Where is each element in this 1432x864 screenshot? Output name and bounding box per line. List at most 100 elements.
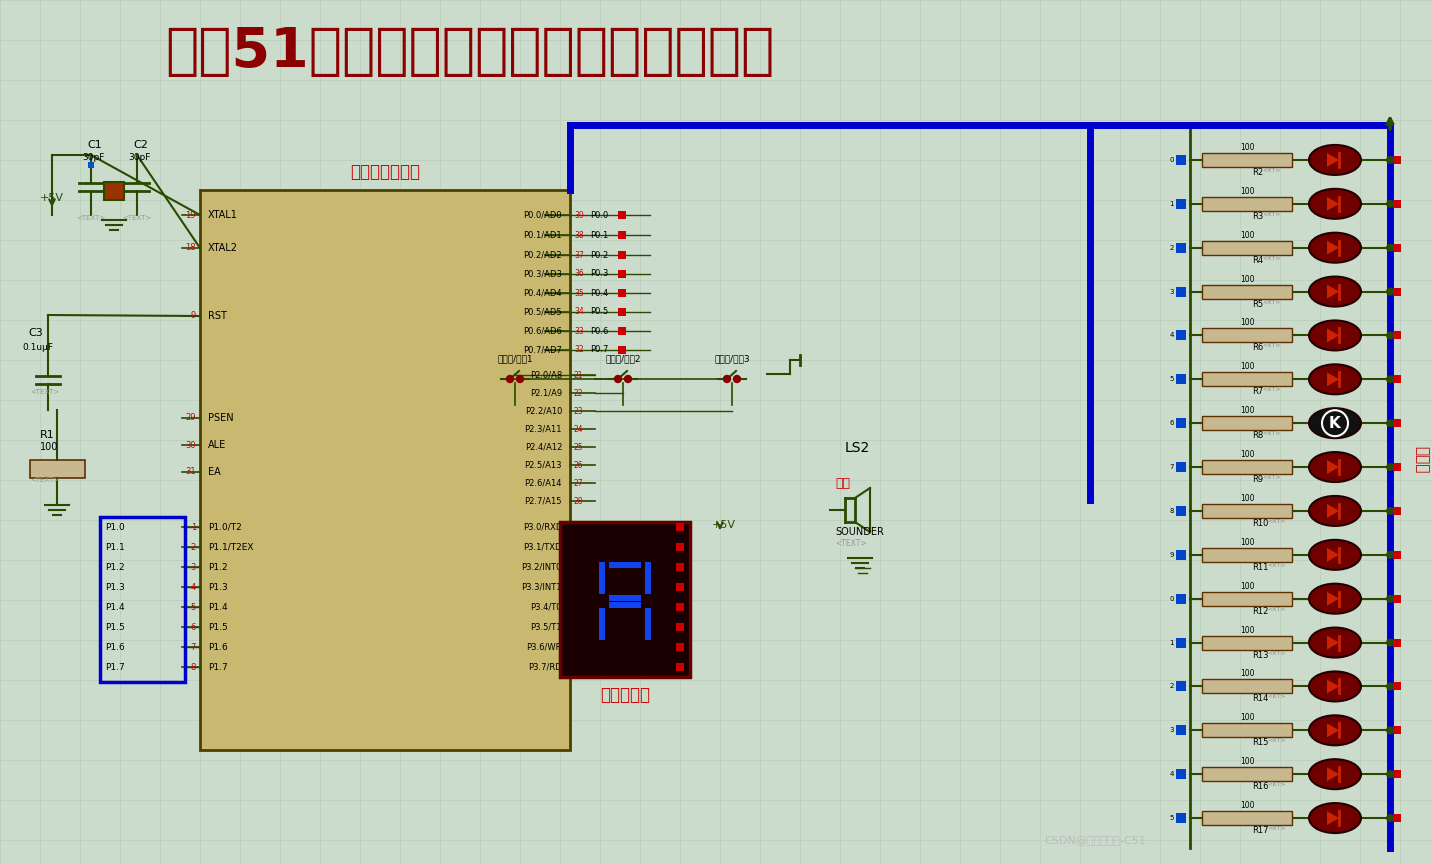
Text: <XT>: <XT> xyxy=(1262,387,1280,392)
Circle shape xyxy=(1386,375,1393,384)
Bar xyxy=(619,270,626,278)
Bar xyxy=(1201,548,1292,562)
Bar xyxy=(1176,462,1186,472)
Text: R3: R3 xyxy=(1252,212,1263,221)
Bar xyxy=(1393,244,1400,251)
Text: P2.5/A13: P2.5/A13 xyxy=(524,461,561,469)
Text: P1.6: P1.6 xyxy=(105,643,125,651)
Bar xyxy=(676,623,684,631)
Polygon shape xyxy=(1327,284,1339,299)
Text: 30: 30 xyxy=(185,441,196,449)
Circle shape xyxy=(1386,156,1393,164)
Text: 单片机最小系统: 单片机最小系统 xyxy=(349,163,420,181)
Bar xyxy=(100,517,185,682)
Bar xyxy=(1176,594,1186,604)
Text: 100: 100 xyxy=(1240,275,1254,283)
Text: <XT>: <XT> xyxy=(1267,695,1286,700)
Text: XTAL2: XTAL2 xyxy=(208,243,238,253)
Text: P1.7: P1.7 xyxy=(208,663,228,671)
Text: <TEXT>: <TEXT> xyxy=(122,215,152,221)
Text: <XT>: <XT> xyxy=(1262,256,1280,261)
Text: 1: 1 xyxy=(1170,639,1174,645)
Polygon shape xyxy=(1327,328,1339,342)
Text: <TEXT>: <TEXT> xyxy=(30,477,59,483)
Text: 11: 11 xyxy=(574,543,583,551)
Ellipse shape xyxy=(1309,321,1360,351)
Bar xyxy=(1201,284,1292,299)
Polygon shape xyxy=(1327,372,1339,386)
Text: R4: R4 xyxy=(1252,256,1263,264)
Bar xyxy=(1393,507,1400,515)
Bar xyxy=(560,522,690,677)
Text: 19: 19 xyxy=(186,211,196,219)
Text: R11: R11 xyxy=(1252,562,1269,572)
Text: <TEXT>: <TEXT> xyxy=(835,539,866,548)
Text: R7: R7 xyxy=(1252,387,1263,397)
Text: 30pF: 30pF xyxy=(82,153,105,162)
Text: 14: 14 xyxy=(574,602,584,612)
Text: 基于51单片机的多模式音乐跑马灯设计: 基于51单片机的多模式音乐跑马灯设计 xyxy=(165,25,775,79)
Text: 100: 100 xyxy=(1240,670,1254,678)
Circle shape xyxy=(723,376,730,383)
Text: 模式键/音乐1: 模式键/音乐1 xyxy=(497,354,533,363)
Text: 4: 4 xyxy=(1170,772,1174,778)
Text: R1: R1 xyxy=(40,430,54,440)
Text: ALE: ALE xyxy=(208,440,226,450)
Text: 100: 100 xyxy=(1240,187,1254,196)
Circle shape xyxy=(1386,551,1393,559)
Bar xyxy=(1176,638,1186,647)
Circle shape xyxy=(517,376,524,383)
Bar xyxy=(676,523,684,531)
Text: P1.4: P1.4 xyxy=(105,602,125,612)
Text: P0.0: P0.0 xyxy=(590,211,609,219)
Text: P0.3: P0.3 xyxy=(590,270,609,278)
Ellipse shape xyxy=(1309,627,1360,658)
Text: P0.2/AD2: P0.2/AD2 xyxy=(523,251,561,259)
Text: P1.5: P1.5 xyxy=(105,622,125,632)
Text: 30pF: 30pF xyxy=(127,153,150,162)
Circle shape xyxy=(1386,638,1393,646)
Bar xyxy=(1393,638,1400,646)
Bar xyxy=(30,460,84,478)
Bar xyxy=(1393,683,1400,690)
Text: C2: C2 xyxy=(133,140,147,150)
Bar xyxy=(644,608,652,640)
Bar xyxy=(1201,592,1292,606)
Bar xyxy=(1176,243,1186,252)
Text: 7: 7 xyxy=(190,643,196,651)
Bar xyxy=(1393,770,1400,778)
Bar xyxy=(644,562,652,594)
Bar xyxy=(1201,460,1292,474)
Bar xyxy=(1393,332,1400,340)
Circle shape xyxy=(1386,419,1393,427)
Bar xyxy=(619,346,626,354)
Text: 6: 6 xyxy=(1170,420,1174,426)
Text: P0.4: P0.4 xyxy=(590,289,609,297)
Text: 100: 100 xyxy=(1240,231,1254,239)
Bar xyxy=(1201,811,1292,825)
Text: 7: 7 xyxy=(1170,464,1174,470)
Text: P2.2/A10: P2.2/A10 xyxy=(524,406,561,416)
Text: P0.0/AD0: P0.0/AD0 xyxy=(523,211,561,219)
Text: 100: 100 xyxy=(1240,143,1254,152)
Bar xyxy=(619,308,626,316)
Text: P3.0/RXD: P3.0/RXD xyxy=(523,523,561,531)
Text: 2: 2 xyxy=(1170,683,1174,689)
Bar xyxy=(1176,506,1186,516)
Text: P0.4/AD4: P0.4/AD4 xyxy=(523,289,561,297)
Ellipse shape xyxy=(1309,408,1360,438)
Bar xyxy=(609,602,642,608)
Ellipse shape xyxy=(1309,276,1360,307)
Bar xyxy=(1393,288,1400,295)
Bar xyxy=(1201,197,1292,211)
Text: 100: 100 xyxy=(1240,801,1254,810)
Text: 22: 22 xyxy=(574,389,583,397)
Polygon shape xyxy=(1327,548,1339,562)
Bar xyxy=(676,583,684,591)
Text: 100: 100 xyxy=(1240,450,1254,459)
Bar xyxy=(676,663,684,671)
Polygon shape xyxy=(1327,153,1339,167)
Ellipse shape xyxy=(1309,496,1360,526)
Text: 37: 37 xyxy=(574,251,584,259)
Text: 32: 32 xyxy=(574,346,584,354)
